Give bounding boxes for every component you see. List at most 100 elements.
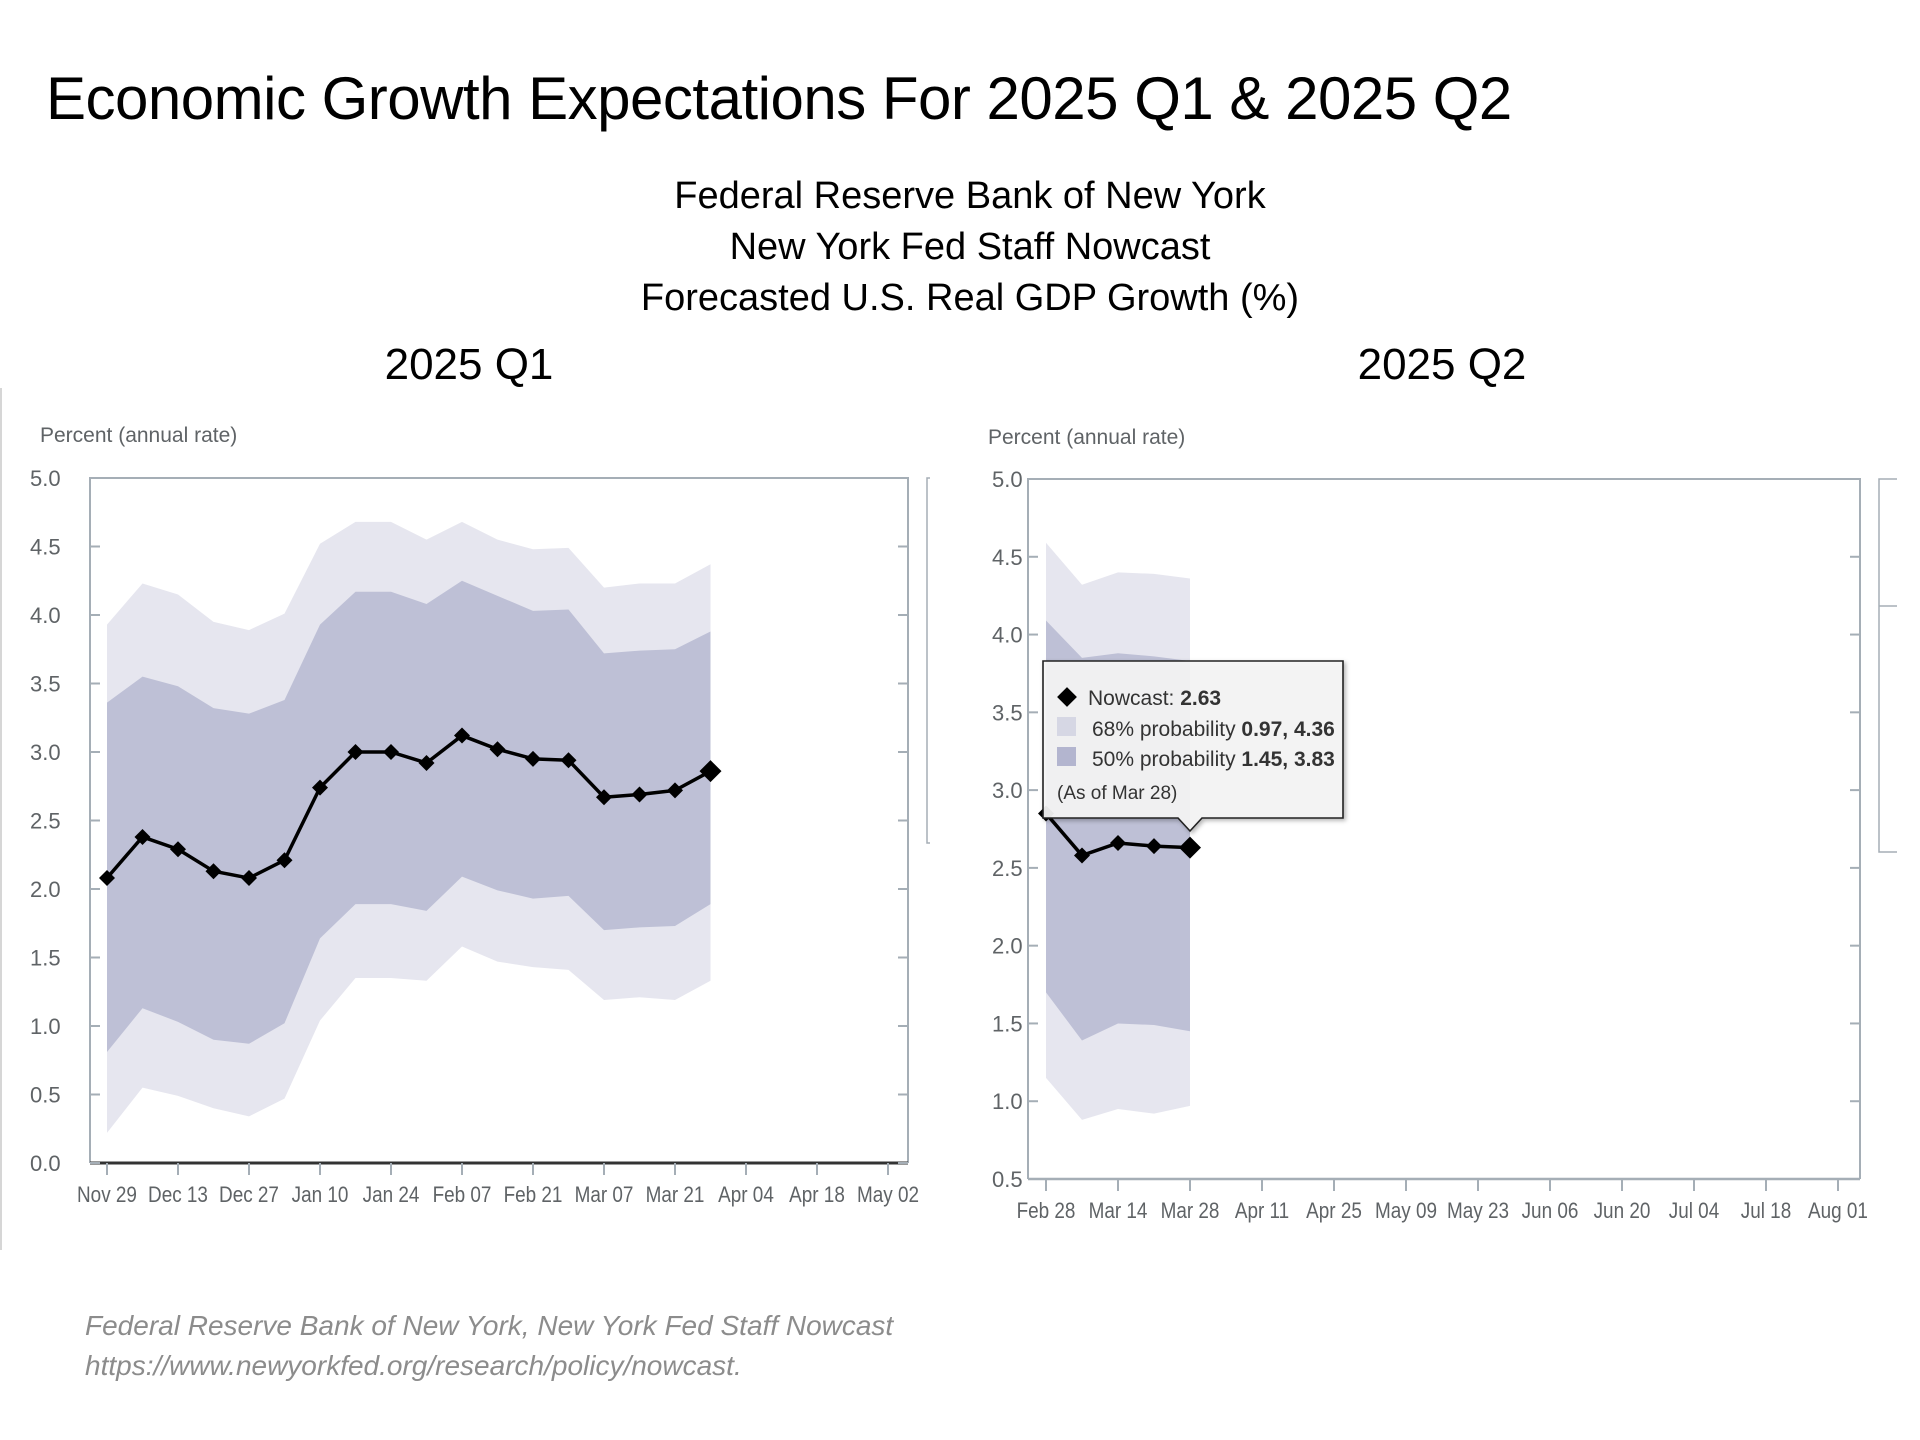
q2-y-axis-label: Percent (annual rate) bbox=[988, 426, 1185, 449]
nowcast-marker[interactable] bbox=[241, 870, 257, 887]
x-tick-label: Mar 14 bbox=[1089, 1199, 1148, 1224]
nowcast-marker[interactable] bbox=[170, 841, 186, 858]
nowcast-marker[interactable] bbox=[596, 789, 612, 806]
y-tick-label: 3.5 bbox=[30, 672, 61, 697]
x-tick-label: Mar 07 bbox=[575, 1183, 634, 1208]
tooltip-box bbox=[1042, 660, 1344, 833]
nowcast-marker[interactable] bbox=[134, 828, 151, 845]
x-tick-label: Jun 20 bbox=[1594, 1199, 1651, 1224]
x-tick-label: Feb 07 bbox=[433, 1183, 492, 1208]
nowcast-marker-latest[interactable] bbox=[1179, 836, 1201, 859]
nowcast-marker[interactable] bbox=[312, 779, 328, 796]
y-tick-label: 1.5 bbox=[30, 946, 61, 971]
y-tick-label: 0.5 bbox=[992, 1167, 1023, 1192]
source-footer-line-1: Federal Reserve Bank of New York, New Yo… bbox=[85, 1310, 894, 1341]
x-tick-label: Mar 28 bbox=[1161, 1199, 1220, 1224]
y-tick-label: 3.0 bbox=[30, 740, 61, 765]
tooltip-50-value: 1.45, 3.83 bbox=[1241, 748, 1334, 771]
y-tick-label: 1.0 bbox=[992, 1089, 1023, 1114]
slide-title: Economic Growth Expectations For 2025 Q1… bbox=[46, 65, 1512, 132]
x-tick-label: Apr 25 bbox=[1306, 1199, 1362, 1224]
x-tick-label: May 23 bbox=[1447, 1199, 1509, 1224]
y-tick-label: 3.0 bbox=[992, 778, 1023, 803]
band-50-probability bbox=[107, 580, 711, 1053]
nowcast-marker[interactable] bbox=[1146, 838, 1162, 855]
x-tick-label: Apr 11 bbox=[1235, 1199, 1289, 1224]
x-tick-label: Jan 24 bbox=[363, 1183, 420, 1208]
y-tick-label: 4.0 bbox=[992, 623, 1023, 648]
tooltip-nowcast-value: 2.63 bbox=[1180, 687, 1221, 710]
tooltip-nowcast-label: Nowcast: bbox=[1088, 687, 1180, 710]
x-tick-label: Jul 18 bbox=[1741, 1199, 1791, 1224]
nowcast-marker[interactable] bbox=[560, 752, 577, 769]
q1-adjacent-panel-edge bbox=[926, 477, 930, 844]
x-tick-label: Jun 06 bbox=[1522, 1199, 1579, 1224]
tooltip-50-row: 50% probability 1.45, 3.83 bbox=[1092, 748, 1335, 771]
nowcast-marker[interactable] bbox=[631, 786, 648, 803]
tooltip-68-label: 68% probability bbox=[1092, 718, 1241, 741]
panel-title-q2: 2025 Q2 bbox=[1357, 340, 1527, 389]
x-tick-label: Mar 21 bbox=[646, 1183, 705, 1208]
left-border-rule bbox=[0, 388, 2, 1250]
nowcast-marker[interactable] bbox=[1074, 847, 1090, 864]
tooltip-68-value: 0.97, 4.36 bbox=[1241, 718, 1334, 741]
nowcast-marker[interactable] bbox=[525, 750, 541, 767]
nowcast-marker[interactable] bbox=[667, 782, 683, 799]
nowcast-marker[interactable] bbox=[1110, 835, 1126, 851]
chart-q2: Percent (annual rate) 0.5 1.0 1.5 2.0 2.5 3.0… bbox=[988, 426, 1868, 1223]
x-tick-label: Apr 18 bbox=[789, 1183, 845, 1208]
nowcast-marker[interactable] bbox=[454, 727, 470, 744]
y-tick-label: 4.5 bbox=[30, 535, 61, 560]
x-tick-label: Jan 10 bbox=[292, 1183, 349, 1208]
q1-y-axis-label: Percent (annual rate) bbox=[40, 424, 237, 447]
x-tick-label: Feb 28 bbox=[1017, 1199, 1076, 1224]
y-tick-label: 2.0 bbox=[30, 877, 61, 902]
tooltip-50-label: 50% probability bbox=[1092, 748, 1241, 771]
nowcast-marker[interactable] bbox=[99, 870, 115, 887]
nowcast-marker[interactable] bbox=[347, 744, 364, 760]
x-tick-label: May 02 bbox=[857, 1183, 919, 1208]
x-tick-label: Feb 21 bbox=[504, 1183, 563, 1208]
tooltip-50-swatch-icon bbox=[1057, 747, 1076, 766]
x-tick-label: Aug 01 bbox=[1808, 1199, 1868, 1224]
tooltip-nowcast-row: Nowcast: 2.63 bbox=[1088, 687, 1221, 710]
nowcast-marker-latest[interactable] bbox=[699, 760, 722, 783]
nowcast-marker[interactable] bbox=[418, 754, 435, 771]
y-tick-label: 4.0 bbox=[30, 603, 61, 628]
x-tick-label: May 09 bbox=[1375, 1199, 1437, 1224]
plot-frame bbox=[1027, 478, 1861, 1179]
y-tick-label: 1.5 bbox=[992, 1011, 1023, 1036]
nowcast-marker[interactable] bbox=[276, 852, 293, 869]
y-tick-label: 0.5 bbox=[30, 1083, 61, 1108]
tooltip-68-row: 68% probability 0.97, 4.36 bbox=[1092, 718, 1335, 741]
tooltip-nowcast-diamond-icon bbox=[1057, 687, 1077, 707]
y-tick-label: 3.5 bbox=[992, 700, 1023, 725]
nowcast-marker[interactable] bbox=[205, 863, 222, 880]
y-tick-label: 2.0 bbox=[992, 934, 1023, 959]
subtitle-line-1: Federal Reserve Bank of New York bbox=[674, 175, 1266, 217]
x-tick-label: Jul 04 bbox=[1669, 1199, 1719, 1224]
chart-q1: Percent (annual rate) 0.0 0.5 1.0 1.5 2.0 2.5… bbox=[30, 424, 919, 1207]
y-tick-label: 2.5 bbox=[30, 809, 61, 834]
x-tick-label: Dec 13 bbox=[148, 1183, 208, 1208]
y-tick-label: 5.0 bbox=[30, 466, 61, 491]
subtitle-line-2: New York Fed Staff Nowcast bbox=[729, 226, 1211, 268]
tooltip-as-of: (As of Mar 28) bbox=[1057, 783, 1177, 804]
y-tick-label: 0.0 bbox=[30, 1151, 61, 1176]
y-tick-label: 1.0 bbox=[30, 1014, 61, 1039]
nowcast-marker[interactable] bbox=[489, 741, 506, 758]
x-tick-label: Dec 27 bbox=[219, 1183, 279, 1208]
source-footer-line-2: https://www.newyorkfed.org/research/poli… bbox=[85, 1350, 742, 1381]
x-tick-label: Apr 04 bbox=[718, 1183, 774, 1208]
nowcast-marker[interactable] bbox=[383, 744, 399, 760]
panel-title-q1: 2025 Q1 bbox=[384, 340, 554, 389]
y-tick-label: 5.0 bbox=[992, 467, 1023, 492]
y-tick-label: 2.5 bbox=[992, 856, 1023, 881]
nowcast-tooltip: Nowcast: 2.63 68% probability 0.97, 4.36… bbox=[1042, 660, 1344, 833]
q2-adjacent-panel-edge bbox=[1878, 478, 1897, 853]
subtitle-line-3: Forecasted U.S. Real GDP Growth (%) bbox=[640, 277, 1300, 319]
y-tick-label: 4.5 bbox=[992, 545, 1023, 570]
x-tick-label: Nov 29 bbox=[77, 1183, 137, 1208]
tooltip-68-swatch-icon bbox=[1057, 717, 1076, 736]
